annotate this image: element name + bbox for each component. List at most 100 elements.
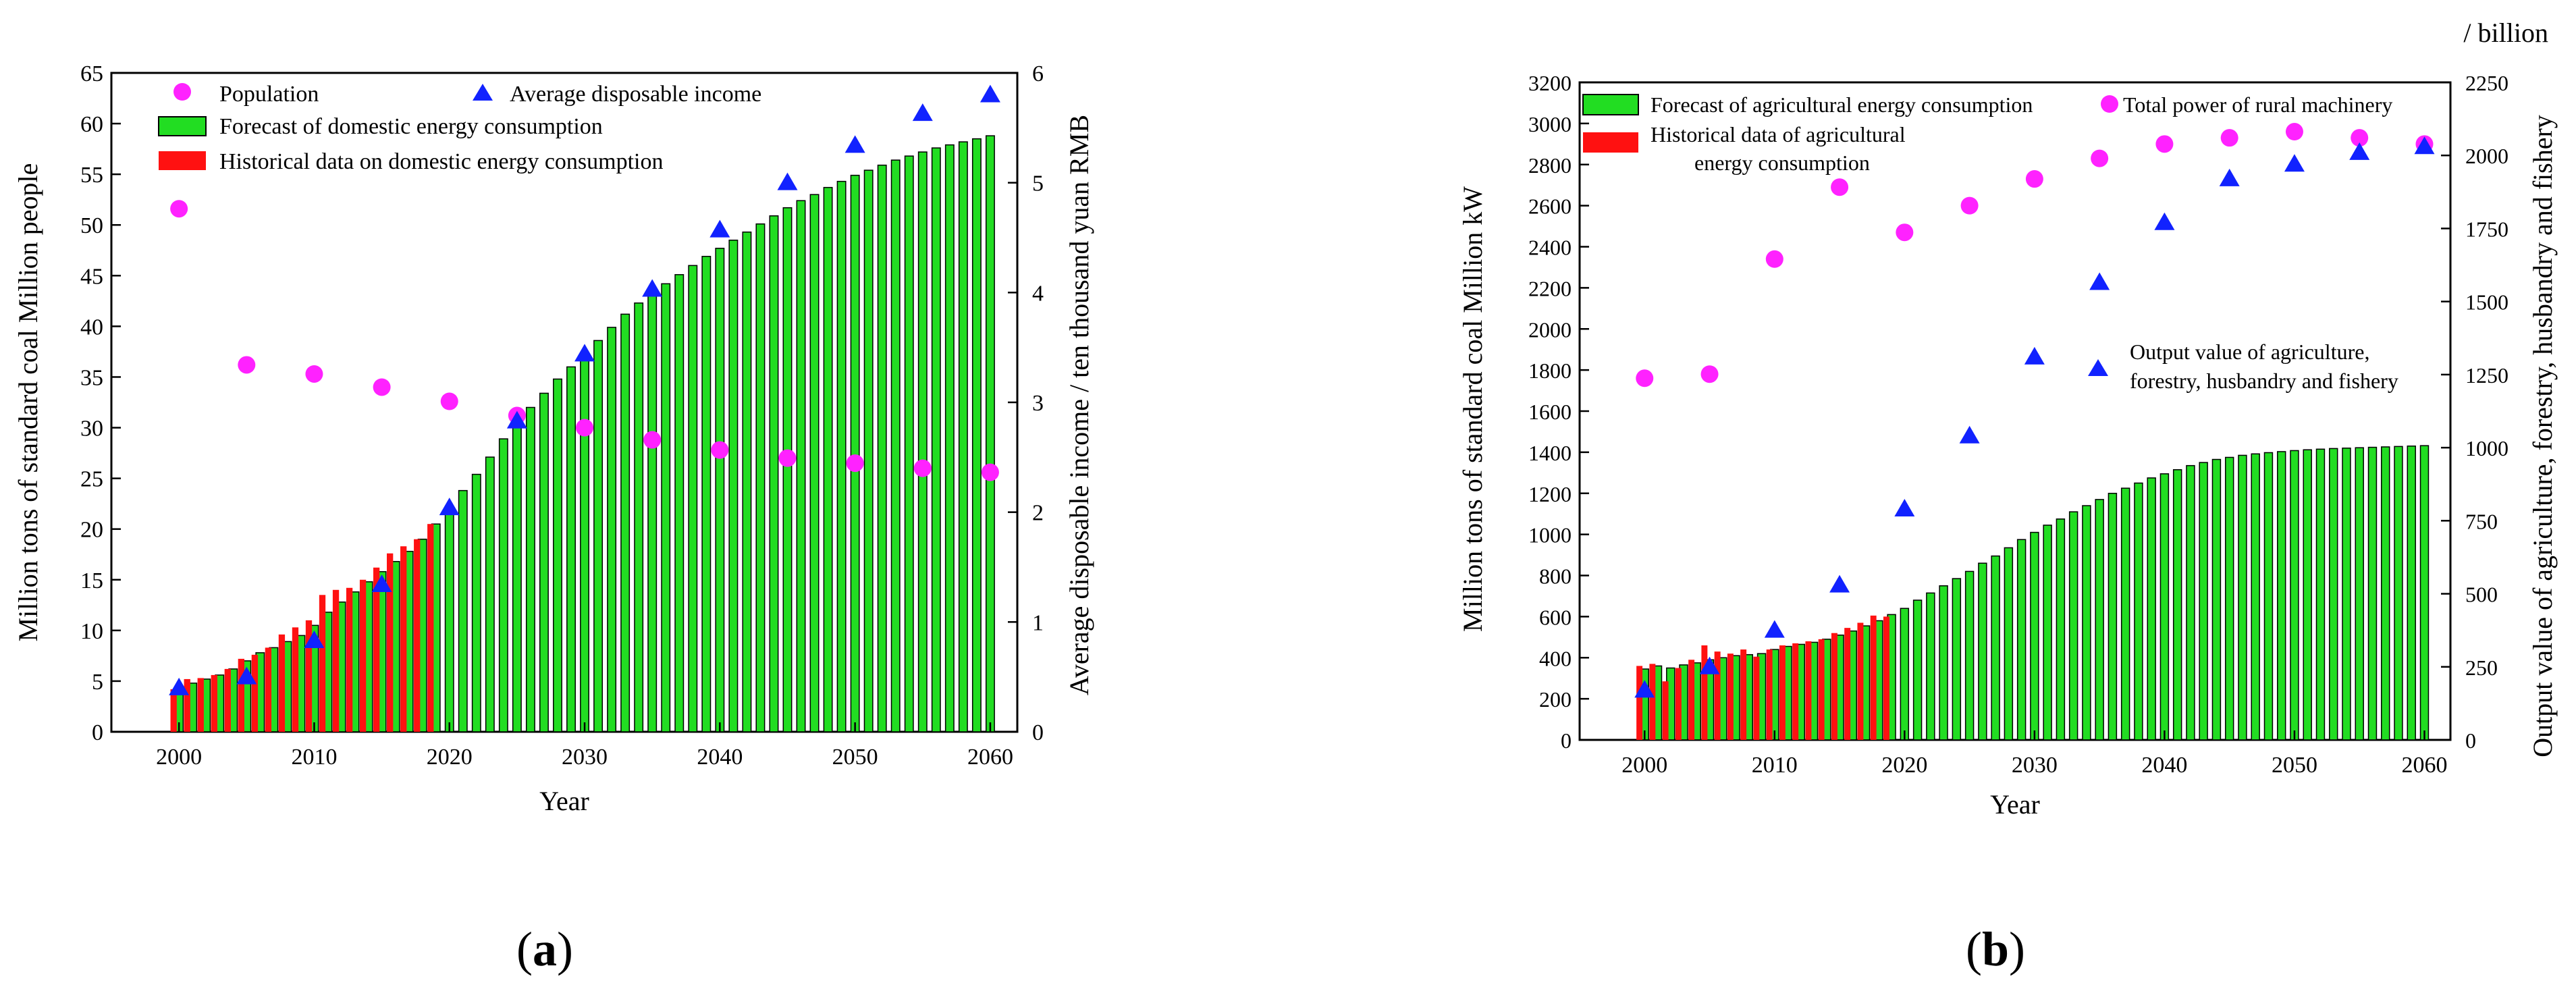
chart-a-income-point-2055 (912, 103, 933, 122)
panel-label-a-letter: a (532, 922, 557, 976)
chart-a-ytick-label-20: 20 (80, 518, 103, 543)
chart-b-historical-bar-2000 (1636, 666, 1643, 740)
legend-b-historical-swatch (1583, 132, 1638, 153)
chart-b-y2tick-label-250: 250 (2465, 656, 2498, 680)
chart-b-historical-bar-2001 (1649, 664, 1656, 740)
chart-a-forecast-bar-2044 (769, 215, 779, 732)
chart-a-xtick-label-2040: 2040 (697, 745, 743, 770)
chart-a-historical-bar-2012 (332, 589, 340, 732)
chart-a-y2tick-label-2: 2 (1032, 501, 1044, 526)
chart-b-machinery-point-2010 (1765, 250, 1783, 268)
panel-label-b-open: ( (1966, 922, 1982, 976)
chart-a-historical-bar-2008 (278, 634, 286, 732)
chart-a-historical-bar-2011 (319, 595, 326, 732)
chart-b-output-points (1634, 136, 2435, 698)
chart-b-forecast-bar-2021 (1912, 599, 1923, 741)
chart-b-xtick-label-2010: 2010 (1752, 753, 1798, 778)
chart-b-machinery-point-2040 (2155, 135, 2174, 153)
chart-a-xtick-label-2050: 2050 (832, 745, 878, 770)
chart-b-forecast-bar-2025 (1964, 570, 1975, 741)
chart-a-forecast-bar-2032 (607, 327, 617, 732)
chart-b-forecast-bar-2043 (2199, 462, 2208, 741)
chart-b-forecast-bar-2040 (2159, 473, 2170, 741)
chart-b-historical-bar-2002 (1662, 681, 1669, 740)
legend-b-forecast-label: Forecast of agricultural energy consumpt… (1651, 92, 2033, 117)
chart-b-historical-bar-2011 (1779, 645, 1786, 740)
chart-b-ytick-label-1000: 1000 (1528, 523, 1572, 547)
chart-a-xtick-label-2010: 2010 (291, 745, 337, 770)
chart-b-machinery-point-2050 (2285, 123, 2303, 141)
chart-b-y2tick-label-2250: 2250 (2465, 71, 2508, 95)
legend-a-income-label: Average disposable income (510, 82, 761, 107)
chart-a-forecast-bar-2029 (566, 366, 576, 732)
chart-a-ytick-label-0: 0 (92, 720, 103, 745)
chart-b-output-point-2015 (1829, 574, 1850, 593)
chart-a-forecast-bar-2054 (904, 155, 914, 732)
chart-b-machinery-point-2005 (1700, 365, 1719, 383)
chart-a-historical-bar-2018 (414, 539, 421, 732)
chart-b-forecast-bar-2028 (2004, 547, 2014, 741)
chart-b-ytick-label-2400: 2400 (1528, 236, 1572, 260)
chart-a-population-point-2010 (305, 365, 323, 383)
chart-b-y2tick-label-500: 500 (2465, 583, 2498, 607)
chart-a-ytick-label-5: 5 (92, 670, 103, 695)
chart-a-forecast-bar-2047 (809, 194, 820, 732)
chart-b-xtick-label-2020: 2020 (1881, 753, 1927, 778)
chart-b-machinery-point-2020 (1896, 223, 1914, 242)
chart-b-ytick-label-1600: 1600 (1528, 400, 1572, 424)
chart-a-income-point-2005 (236, 666, 257, 685)
chart-a-historical-bar-2014 (359, 579, 367, 732)
legend-b-output-label-1: Output value of agriculture, (2130, 340, 2369, 364)
chart-a-population-point-2060 (981, 463, 999, 481)
chart-b-historical-bar-2017 (1857, 622, 1864, 740)
chart-a-historical-bar-2019 (427, 524, 434, 732)
chart-a-ytick-label-65: 65 (80, 61, 103, 86)
chart-b-forecast-bar-2054 (2342, 448, 2351, 741)
chart-a-income-point-2050 (844, 135, 865, 153)
chart-b-output-point-2005 (1699, 656, 1720, 674)
chart-a-forecast-bar-2045 (782, 207, 793, 732)
chart-a-historical-bar-2013 (346, 587, 353, 732)
chart-a-income-point-2015 (371, 574, 392, 593)
chart-a-ytick-label-25: 25 (80, 467, 103, 492)
chart-a-x-axis: 2000 2010 2020 2030 2040 2050 2060 (156, 722, 1013, 770)
chart-b: 0 200 400 600 800 1000 1200 1400 1600 1800 2000 220… (1457, 18, 2558, 820)
panel-label-a-open: ( (516, 922, 533, 976)
chart-b-ytick-label-2200: 2200 (1528, 276, 1572, 300)
chart-b-forecast-bar-2056 (2367, 446, 2378, 741)
chart-b-ytick-label-400: 400 (1539, 646, 1572, 670)
chart-b-forecast-bar-2029 (2016, 539, 2027, 741)
chart-a-xtick-label-2020: 2020 (427, 745, 473, 770)
chart-b-y2tick-label-1000: 1000 (2465, 436, 2508, 460)
chart-a-forecast-bar-2033 (620, 313, 630, 732)
chart-b-forecast-bar-2036 (2108, 493, 2118, 741)
chart-a-y2tick-label-0: 0 (1032, 720, 1044, 745)
chart-a-forecast-bar-2028 (553, 378, 562, 732)
chart-b-forecast-bar-2052 (2315, 448, 2326, 741)
chart-a-forecast-bar-2059 (971, 138, 982, 732)
chart-b-y2tick-label-1500: 1500 (2465, 290, 2508, 315)
chart-b-historical-bar-2016 (1844, 628, 1851, 740)
chart-a-forecast-bar-2026 (525, 406, 535, 732)
chart-a-income-point-2040 (709, 219, 730, 238)
chart-b-forecast-bar-2048 (2263, 452, 2274, 741)
chart-b-ytick-label-2800: 2800 (1528, 153, 1572, 178)
chart-b-machinery-point-2015 (1831, 178, 1849, 196)
chart-a-population-point-2045 (778, 449, 797, 467)
chart-a-forecast-bar-2036 (661, 283, 671, 732)
chart-b-forecast-bar-2050 (2290, 450, 2299, 741)
chart-b-y2tick-label-1250: 1250 (2465, 363, 2508, 387)
chart-b-historical-bar-2014 (1818, 639, 1825, 740)
chart-a-ytick-label-40: 40 (80, 315, 103, 340)
chart-a-forecast-bar-2022 (471, 473, 481, 732)
chart-b-ytick-label-3000: 3000 (1528, 112, 1572, 136)
chart-b-xtick-label-2060: 2060 (2401, 753, 2447, 778)
chart-b-forecast-bar-2033 (2068, 511, 2078, 741)
legend-b-output-label-2: forestry, husbandry and fishery (2130, 369, 2398, 393)
chart-b-forecast-bar-2024 (1952, 578, 1962, 741)
chart-b-forecast-bar-2049 (2276, 451, 2286, 741)
chart-b-historical-bar-2005 (1701, 645, 1708, 740)
legend-a-historical-swatch (159, 151, 206, 170)
chart-a-forecast-bar-2041 (728, 240, 739, 732)
